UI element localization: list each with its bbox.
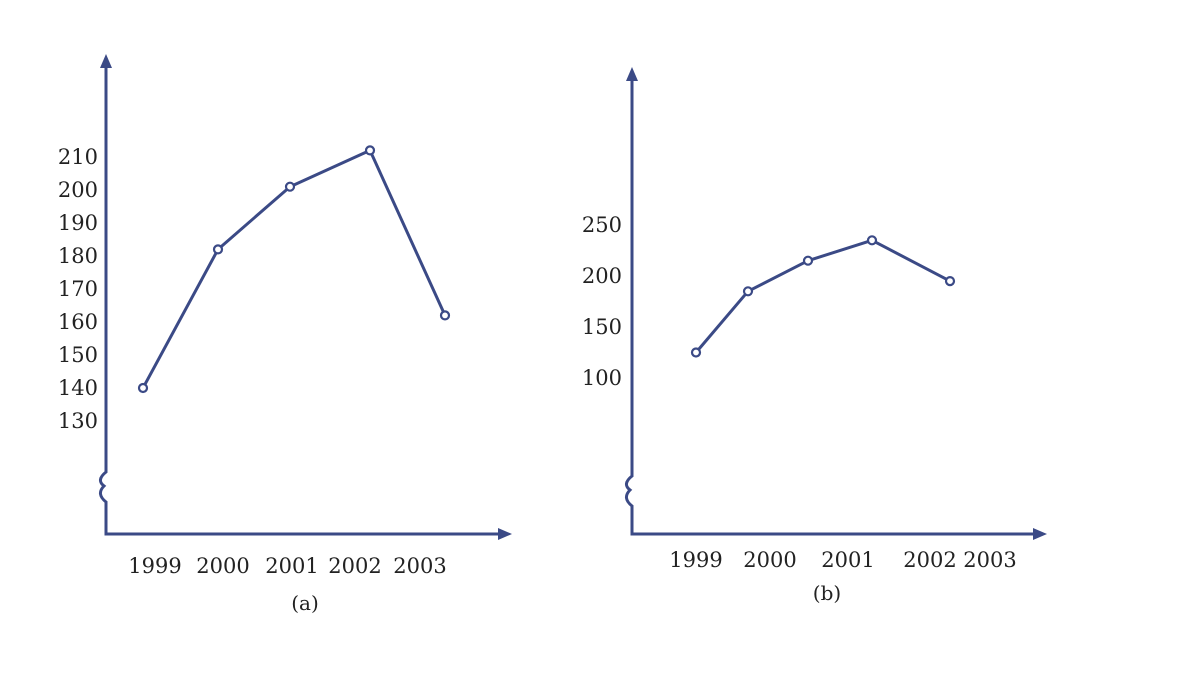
chart-a-y-tick: 170 xyxy=(58,277,98,301)
chart-b-x-tick: 2001 xyxy=(821,548,874,572)
chart-a: 130 140 150 160 170 180 190 200 210 1999 2000 2001 2… xyxy=(58,54,512,615)
chart-a-y-tick: 190 xyxy=(58,211,98,235)
chart-b-y-tick: 150 xyxy=(582,315,622,339)
chart-a-y-tick: 180 xyxy=(58,244,98,268)
chart-a-y-tick: 200 xyxy=(58,178,98,202)
chart-b-axes xyxy=(625,73,1039,536)
chart-a-x-tick: 1999 xyxy=(128,554,181,578)
chart-a-y-tick: 130 xyxy=(58,409,98,433)
chart-b-data-point xyxy=(742,286,754,297)
chart-b-x-arrow xyxy=(1033,528,1047,540)
chart-a-x-tick: 2001 xyxy=(265,554,318,578)
chart-b-data-point xyxy=(690,347,702,358)
chart-b-data-point xyxy=(944,276,956,287)
chart-b-y-arrow xyxy=(626,67,638,81)
chart-a-y-tick: 160 xyxy=(58,310,98,334)
chart-b-x-tick: 1999 xyxy=(669,548,722,572)
chart-a-y-tick: 150 xyxy=(58,343,98,367)
chart-a-caption: (a) xyxy=(291,591,319,615)
chart-a-data-point xyxy=(439,310,451,321)
chart-a-axes xyxy=(99,60,504,536)
chart-a-data-point xyxy=(364,145,376,156)
chart-b-y-tick: 200 xyxy=(582,264,622,288)
chart-a-x-tick: 2000 xyxy=(196,554,249,578)
chart-b-x-tick: 2002 xyxy=(903,548,956,572)
chart-a-data-point xyxy=(212,244,224,255)
chart-b-data-point xyxy=(866,235,878,246)
chart-a-x-arrow xyxy=(498,528,512,540)
chart-b-caption: (b) xyxy=(813,581,841,605)
chart-a-y-tick: 140 xyxy=(58,376,98,400)
chart-b-data-point xyxy=(802,255,814,266)
chart-b: 100 150 200 250 1999 2000 2001 2002 2003 (b) xyxy=(582,67,1047,605)
chart-a-data-point xyxy=(284,181,296,192)
chart-b-series-line xyxy=(694,238,951,354)
chart-b-y-tick: 250 xyxy=(582,213,622,237)
chart-b-x-tick: 2003 xyxy=(963,548,1016,572)
chart-a-x-tick: 2002 xyxy=(328,554,381,578)
chart-b-x-tick: 2000 xyxy=(743,548,796,572)
chart-a-x-tick: 2003 xyxy=(393,554,446,578)
chart-a-data-point xyxy=(137,382,149,394)
chart-a-y-tick: 210 xyxy=(58,145,98,169)
chart-a-y-arrow xyxy=(100,54,112,68)
chart-b-y-tick: 100 xyxy=(582,366,622,390)
